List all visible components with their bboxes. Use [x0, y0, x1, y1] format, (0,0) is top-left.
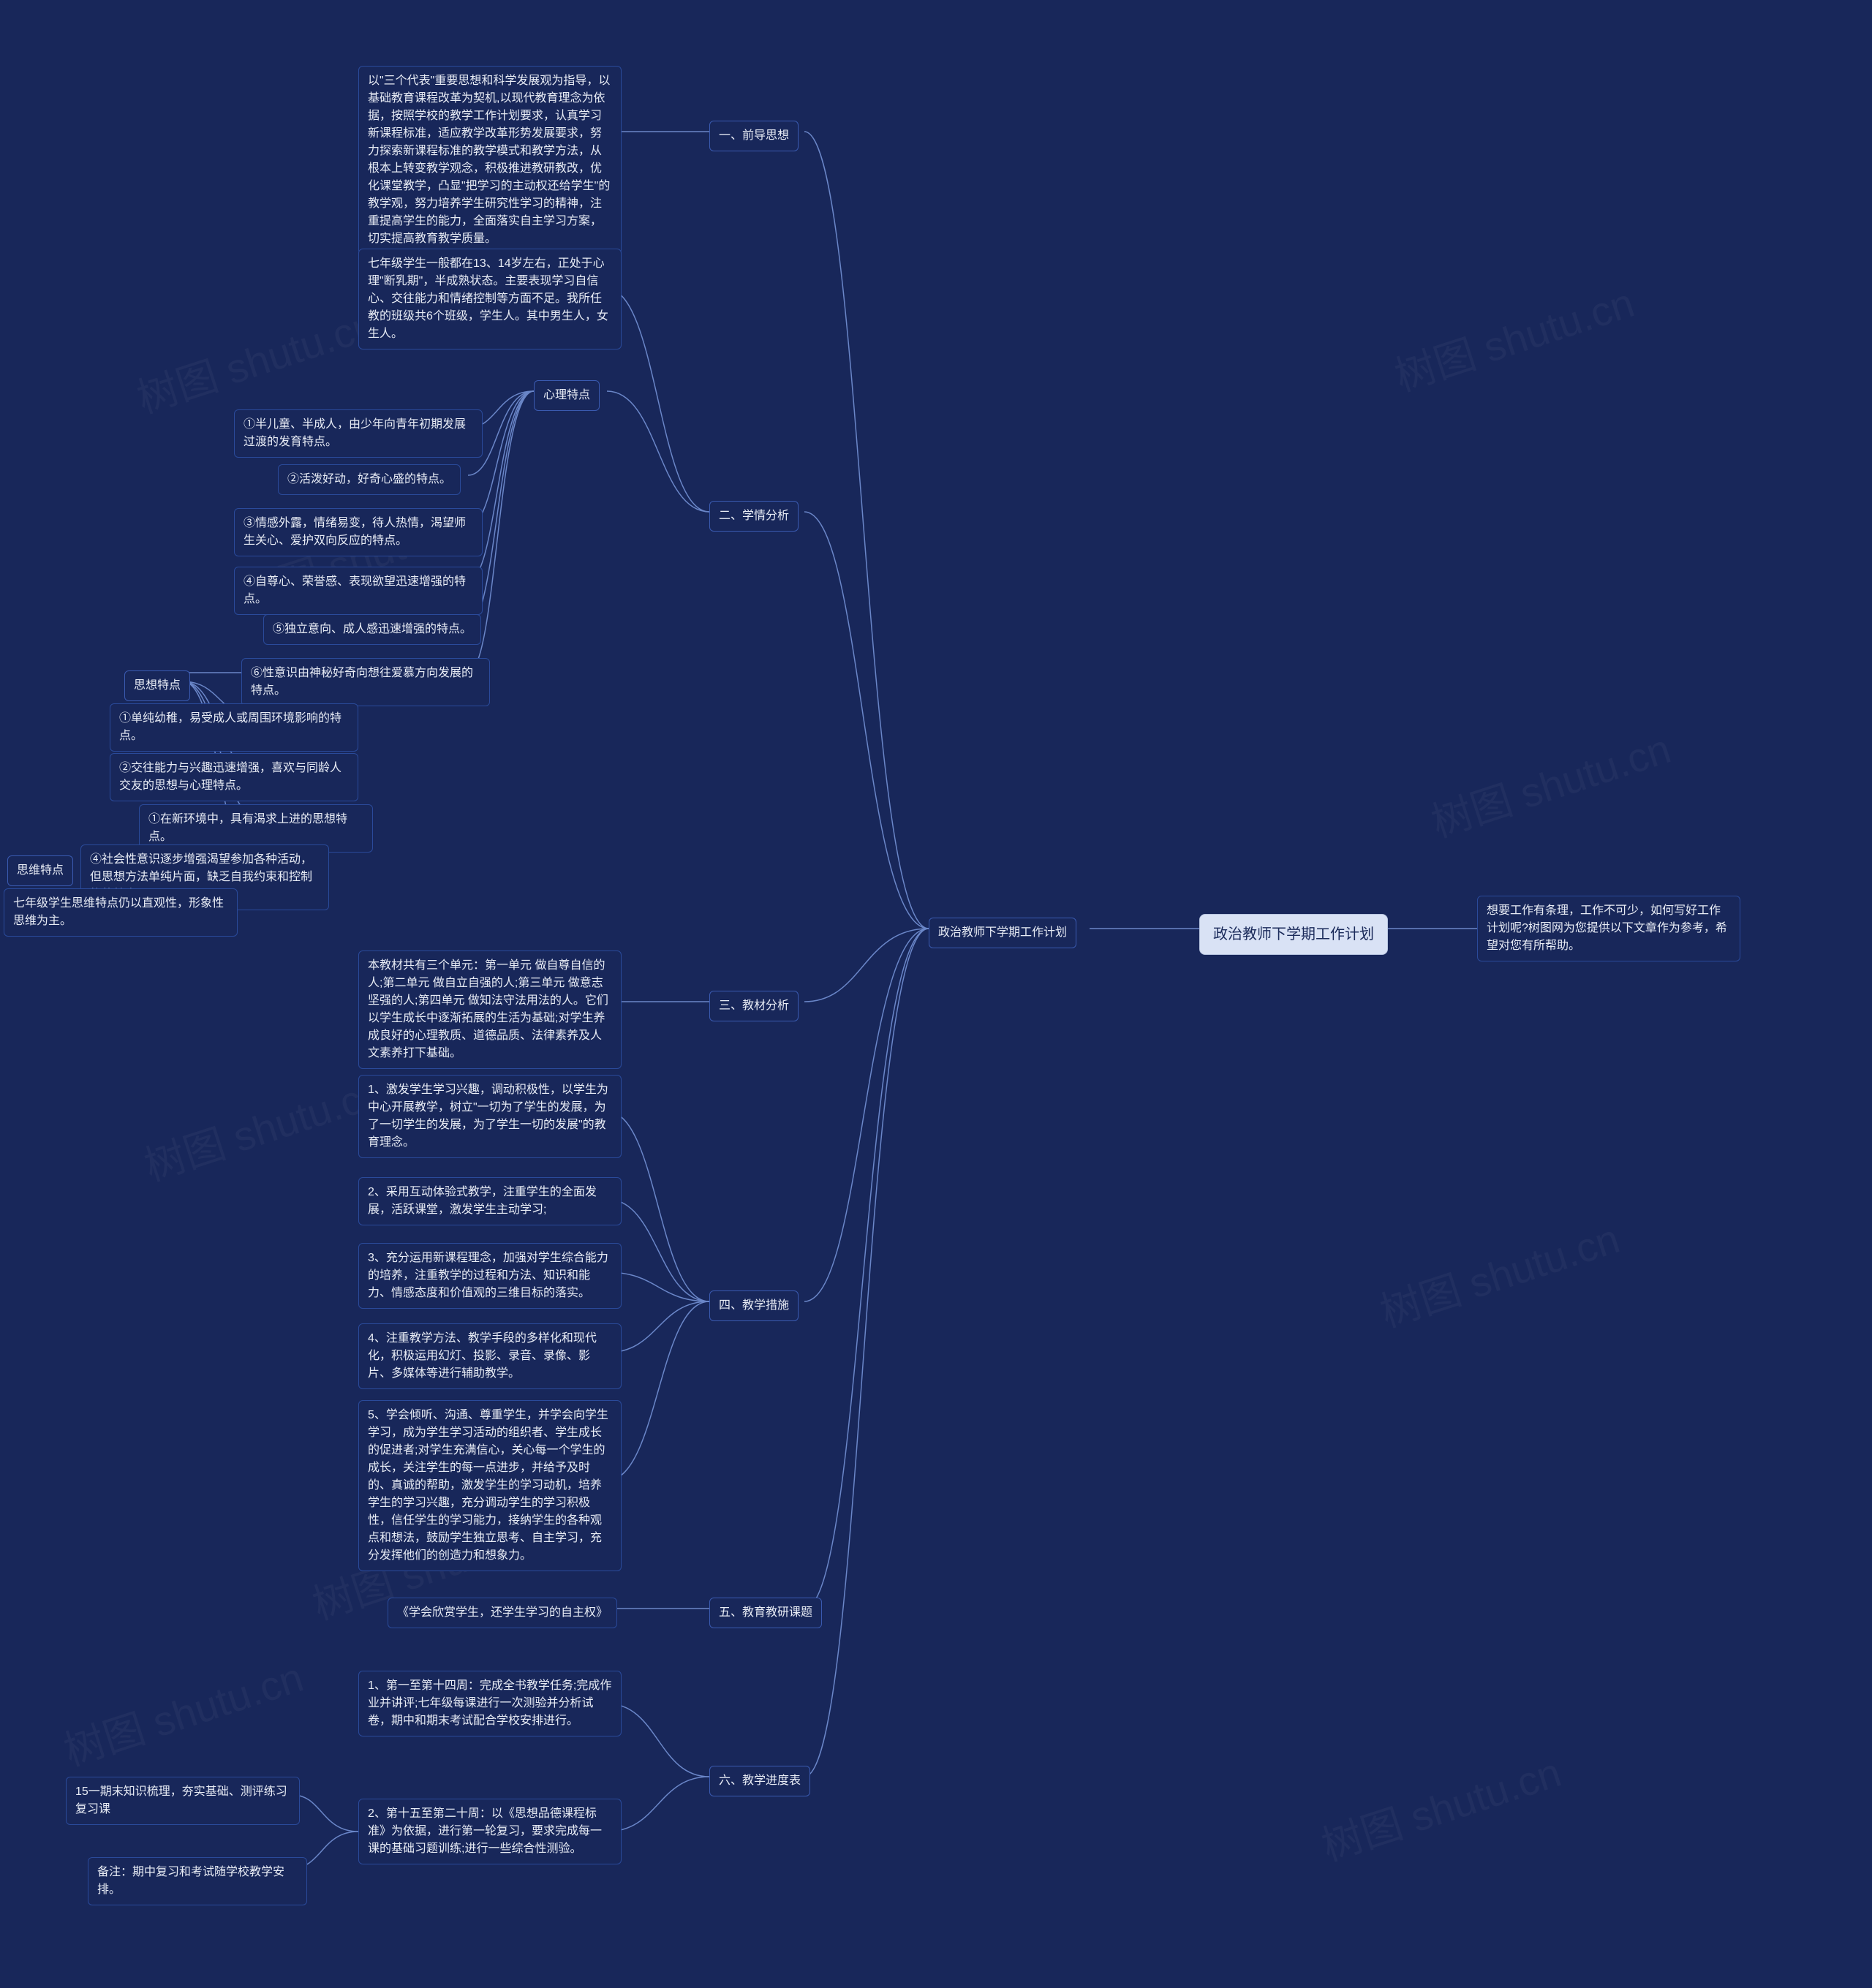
section-3[interactable]: 三、教材分析 — [709, 991, 799, 1021]
measure-2-text: 2、采用互动体验式教学，注重学生的全面发展，活跃课堂，激发学生主动学习; — [368, 1186, 597, 1216]
thought-label-text: 思想特点 — [134, 679, 181, 692]
section-1-leaf: 以"三个代表"重要思想和科学发展观为指导，以基础教育课程改革为契机,以现代教育理… — [358, 66, 622, 254]
mindmap-links — [0, 0, 1872, 1988]
psych-1: ①半儿童、半成人，由少年向青年初期发展过渡的发育特点。 — [234, 409, 483, 458]
progress-2b-text: 备注：期中复习和考试随学校教学安排。 — [97, 1866, 284, 1896]
measure-5: 5、学会倾听、沟通、尊重学生，并学会向学生学习，成为学生学习活动的组织者、学生成… — [358, 1400, 622, 1571]
psych-1-text: ①半儿童、半成人，由少年向青年初期发展过渡的发育特点。 — [244, 418, 466, 448]
watermark: 树图 shutu.cn — [136, 1060, 390, 1193]
progress-2: 2、第十五至第二十周：以《思想品德课程标准》为依据，进行第一轮复习，要求完成每一… — [358, 1799, 622, 1864]
thought-3-text: ①在新环境中，具有渴求上进的思想特点。 — [148, 813, 347, 843]
intro-node: 想要工作有条理，工作不可少，如何写好工作计划呢?树图网为您提供以下文章作为参考，… — [1477, 896, 1740, 961]
psych-5: ⑤独立意向、成人感迅速增强的特点。 — [263, 614, 481, 645]
thought-detail: 七年级学生思维特点仍以直观性，形象性思维为主。 — [4, 888, 238, 937]
watermark: 树图 shutu.cn — [129, 292, 383, 426]
parent-node[interactable]: 政治教师下学期工作计划 — [929, 918, 1076, 948]
thought-detail-text: 七年级学生思维特点仍以直观性，形象性思维为主。 — [13, 897, 224, 927]
measure-3-text: 3、充分运用新课程理念，加强对学生综合能力的培养，注重教学的过程和方法、知识和能… — [368, 1252, 608, 1299]
psych-4-text: ④自尊心、荣誉感、表现欲望迅速增强的特点。 — [244, 575, 466, 605]
measure-1: 1、激发学生学习兴趣，调动积极性，以学生为中心开展教学，树立"一切为了学生的发展… — [358, 1075, 622, 1158]
section-3-title: 三、教材分析 — [719, 999, 789, 1012]
section-2-context-text: 七年级学生一般都在13、14岁左右，正处于心理"断乳期"，半成熟状态。主要表现学… — [368, 257, 608, 340]
section-6[interactable]: 六、教学进度表 — [709, 1766, 810, 1796]
psych-4: ④自尊心、荣誉感、表现欲望迅速增强的特点。 — [234, 567, 483, 615]
progress-2a: 15一期末知识梳理，夯实基础、测评练习复习课 — [66, 1777, 300, 1825]
progress-2a-text: 15一期末知识梳理，夯实基础、测评练习复习课 — [75, 1785, 287, 1815]
section-5-leaf: 《学会欣赏学生，还学生学习的自主权》 — [388, 1598, 617, 1628]
psych-2: ②活泼好动，好奇心盛的特点。 — [278, 464, 461, 495]
psych-label-text: 心理特点 — [543, 389, 590, 401]
psych-6: ⑥性意识由神秘好奇向想往爱慕方向发展的特点。 — [241, 658, 490, 706]
progress-2-text: 2、第十五至第二十周：以《思想品德课程标准》为依据，进行第一轮复习，要求完成每一… — [368, 1807, 602, 1855]
parent-label: 政治教师下学期工作计划 — [938, 926, 1067, 939]
psych-label[interactable]: 心理特点 — [534, 380, 600, 411]
psych-3: ③情感外露，情绪易变，待人热情，渴望师生关心、爱护双向反应的特点。 — [234, 508, 483, 556]
section-2[interactable]: 二、学情分析 — [709, 501, 799, 532]
watermark: 树图 shutu.cn — [1423, 717, 1677, 850]
section-4[interactable]: 四、教学措施 — [709, 1290, 799, 1321]
psych-5-text: ⑤独立意向、成人感迅速增强的特点。 — [273, 623, 472, 635]
thought-label-2[interactable]: 思维特点 — [7, 855, 73, 886]
intro-text: 想要工作有条理，工作不可少，如何写好工作计划呢?树图网为您提供以下文章作为参考，… — [1487, 904, 1727, 952]
measure-1-text: 1、激发学生学习兴趣，调动积极性，以学生为中心开展教学，树立"一切为了学生的发展… — [368, 1084, 608, 1149]
measure-4: 4、注重教学方法、教学手段的多样化和现代化，积极运用幻灯、投影、录音、录像、影片… — [358, 1323, 622, 1389]
thought-2-text: ②交往能力与兴趣迅速增强，喜欢与同龄人交友的思想与心理特点。 — [119, 762, 341, 792]
measure-3: 3、充分运用新课程理念，加强对学生综合能力的培养，注重教学的过程和方法、知识和能… — [358, 1243, 622, 1309]
section-2-title: 二、学情分析 — [719, 510, 789, 522]
watermark: 树图 shutu.cn — [1386, 271, 1641, 404]
section-6-title: 六、教学进度表 — [719, 1775, 801, 1787]
section-1-title: 一、前导思想 — [719, 129, 789, 142]
measure-2: 2、采用互动体验式教学，注重学生的全面发展，活跃课堂，激发学生主动学习; — [358, 1177, 622, 1225]
section-1-text: 以"三个代表"重要思想和科学发展观为指导，以基础教育课程改革为契机,以现代教育理… — [368, 75, 610, 245]
progress-1: 1、第一至第十四周：完成全书教学任务;完成作业并讲评;七年级每课进行一次测验并分… — [358, 1671, 622, 1736]
thought-label-2-text: 思维特点 — [17, 864, 64, 877]
section-2-context: 七年级学生一般都在13、14岁左右，正处于心理"断乳期"，半成熟状态。主要表现学… — [358, 249, 622, 349]
root-label: 政治教师下学期工作计划 — [1213, 926, 1374, 942]
progress-2b: 备注：期中复习和考试随学校教学安排。 — [88, 1857, 307, 1905]
section-5-text: 《学会欣赏学生，还学生学习的自主权》 — [397, 1606, 608, 1619]
measure-4-text: 4、注重教学方法、教学手段的多样化和现代化，积极运用幻灯、投影、录音、录像、影片… — [368, 1332, 597, 1380]
thought-2: ②交往能力与兴趣迅速增强，喜欢与同龄人交友的思想与心理特点。 — [110, 753, 358, 801]
watermark: 树图 shutu.cn — [1313, 1740, 1568, 1873]
section-3-text: 本教材共有三个单元：第一单元 做自尊自信的人;第二单元 做自立自强的人;第三单元… — [368, 959, 608, 1059]
thought-label[interactable]: 思想特点 — [124, 670, 190, 701]
section-5-title: 五、教育教研课题 — [719, 1606, 812, 1619]
measure-5-text: 5、学会倾听、沟通、尊重学生，并学会向学生学习，成为学生学习活动的组织者、学生成… — [368, 1409, 608, 1562]
section-5[interactable]: 五、教育教研课题 — [709, 1598, 822, 1628]
section-4-title: 四、教学措施 — [719, 1299, 789, 1312]
section-1[interactable]: 一、前导思想 — [709, 121, 799, 151]
watermark: 树图 shutu.cn — [56, 1645, 310, 1778]
psych-3-text: ③情感外露，情绪易变，待人热情，渴望师生关心、爱护双向反应的特点。 — [244, 517, 466, 547]
psych-6-text: ⑥性意识由神秘好奇向想往爱慕方向发展的特点。 — [251, 667, 473, 697]
thought-1: ①单纯幼稚，易受成人或周围环境影响的特点。 — [110, 703, 358, 752]
section-3-leaf: 本教材共有三个单元：第一单元 做自尊自信的人;第二单元 做自立自强的人;第三单元… — [358, 950, 622, 1069]
watermark: 树图 shutu.cn — [1372, 1206, 1626, 1339]
progress-1-text: 1、第一至第十四周：完成全书教学任务;完成作业并讲评;七年级每课进行一次测验并分… — [368, 1679, 611, 1727]
psych-2-text: ②活泼好动，好奇心盛的特点。 — [287, 473, 451, 485]
thought-1-text: ①单纯幼稚，易受成人或周围环境影响的特点。 — [119, 712, 341, 742]
root-node[interactable]: 政治教师下学期工作计划 — [1199, 914, 1388, 955]
